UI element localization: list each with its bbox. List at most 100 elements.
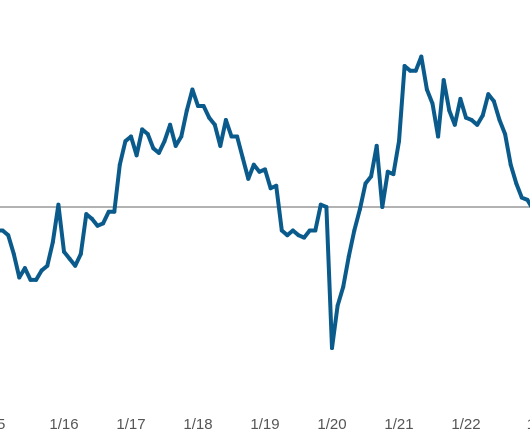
x-tick-label: 1/21 (384, 416, 413, 433)
data-point (257, 169, 262, 174)
data-point (106, 209, 111, 214)
data-point (464, 115, 468, 120)
data-point (318, 202, 323, 207)
data-point (229, 134, 234, 139)
data-point (302, 235, 307, 240)
data-point (0, 228, 5, 233)
data-point (380, 205, 385, 209)
x-tick-label: 1/18 (183, 416, 212, 433)
data-point (218, 143, 223, 148)
data-point (480, 113, 485, 118)
data-point (290, 228, 295, 233)
data-point (508, 162, 513, 167)
data-point (452, 122, 457, 127)
data-point (34, 277, 39, 282)
data-point (363, 181, 368, 186)
data-point (503, 132, 508, 137)
data-point (346, 254, 351, 259)
data-point (28, 277, 33, 282)
data-point (162, 139, 167, 144)
x-axis-tick-labels: 15 1/16 1/17 1/18 1/19 1/20 1/21 1/22 1/ (0, 416, 530, 433)
x-tick-label: 1/22 (451, 416, 480, 433)
data-point (408, 68, 413, 73)
data-point (274, 183, 279, 188)
data-point (251, 162, 256, 167)
x-tick-label: 1/16 (49, 416, 78, 433)
x-tick-label: 1/17 (116, 416, 145, 433)
data-point (469, 118, 474, 122)
data-point (56, 202, 61, 207)
data-point (458, 96, 463, 101)
data-point (17, 275, 22, 280)
data-point (246, 176, 251, 181)
data-point (67, 256, 72, 261)
data-point (134, 153, 139, 158)
data-point (207, 115, 212, 120)
data-point (101, 221, 106, 226)
data-point (196, 104, 200, 108)
data-point (268, 186, 273, 191)
data-point (223, 118, 228, 122)
series-line (0, 54, 530, 350)
data-point (184, 108, 189, 113)
data-point (62, 249, 66, 254)
data-point (145, 132, 150, 137)
data-point (374, 143, 379, 148)
data-point (385, 169, 390, 174)
data-point (156, 150, 161, 155)
data-point (402, 64, 407, 68)
series-points (0, 54, 530, 350)
data-point (296, 233, 301, 238)
data-point (123, 139, 128, 144)
data-point (140, 127, 145, 132)
data-point (307, 228, 312, 233)
data-point (190, 87, 195, 92)
data-point (430, 101, 435, 106)
data-point (357, 207, 362, 212)
data-point (168, 122, 173, 127)
data-point (39, 268, 44, 273)
data-point (369, 174, 374, 179)
data-point (212, 122, 217, 127)
data-point (78, 252, 83, 256)
data-point (419, 54, 424, 59)
data-point (151, 146, 156, 151)
data-point (112, 209, 117, 214)
data-point (11, 252, 16, 256)
x-tick-label: 1/19 (250, 416, 279, 433)
data-point (413, 68, 418, 73)
data-point (352, 228, 357, 233)
data-point (50, 240, 55, 245)
data-point (6, 233, 11, 238)
x-tick-label: 15 (0, 416, 5, 433)
data-point (240, 155, 245, 160)
data-point (491, 99, 496, 104)
data-point (397, 139, 401, 144)
data-point (117, 162, 122, 167)
data-point (129, 134, 133, 139)
data-point (201, 104, 206, 108)
data-point (84, 212, 89, 217)
data-point (313, 228, 318, 233)
data-point (179, 134, 184, 139)
data-point (441, 78, 446, 83)
data-point (22, 266, 27, 271)
data-point (391, 172, 396, 177)
data-point (45, 263, 50, 268)
data-point (424, 87, 429, 92)
data-point (95, 223, 100, 228)
data-point (525, 197, 530, 202)
data-point (263, 167, 267, 172)
data-point (497, 118, 502, 122)
series-layer (0, 54, 530, 350)
data-point (486, 92, 491, 97)
data-point (436, 134, 441, 139)
x-tick-label: 1/ (527, 416, 530, 433)
data-point (89, 216, 94, 221)
data-point (279, 228, 284, 233)
data-point (519, 195, 524, 200)
data-point (475, 122, 480, 127)
data-point (324, 205, 329, 209)
data-point (73, 263, 78, 268)
